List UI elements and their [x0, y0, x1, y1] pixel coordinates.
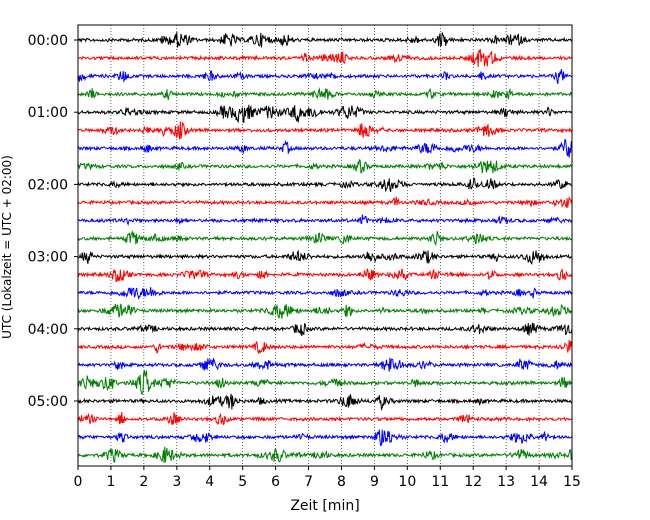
- seismic-trace: [77, 287, 573, 301]
- x-tick-label: 15: [563, 474, 581, 490]
- seismic-trace: [77, 268, 573, 282]
- x-tick-label: 6: [271, 474, 280, 490]
- y-tick-label: 01:00: [28, 105, 68, 121]
- seismic-trace: [77, 370, 573, 396]
- x-tick-label: 1: [106, 474, 115, 490]
- x-tick-label: 13: [497, 474, 515, 490]
- x-tick-label: 14: [530, 474, 548, 490]
- x-tick-label: 0: [74, 474, 83, 490]
- seismic-trace: [77, 87, 573, 100]
- seismic-trace: [77, 322, 573, 337]
- y-tick-label: 02:00: [28, 177, 68, 193]
- seismic-trace: [77, 214, 573, 227]
- x-tick-label: 8: [337, 474, 346, 490]
- x-tick-label: 3: [172, 474, 181, 490]
- x-tick-label: 12: [464, 474, 482, 490]
- x-tick-label: 10: [398, 474, 416, 490]
- seismic-trace: [77, 339, 573, 355]
- seismic-trace: [77, 177, 573, 193]
- seismic-trace: [77, 303, 573, 319]
- seismic-trace: [77, 121, 573, 140]
- seismic-trace: [77, 230, 573, 246]
- x-axis-ticks: 0 1 2 3 4 5 6 7 8 9 10 11 12 13 14 15: [74, 466, 581, 490]
- seismic-trace: [77, 412, 573, 426]
- x-tick-label: 4: [205, 474, 214, 490]
- x-tick-label: 11: [431, 474, 449, 490]
- seismic-traces: [77, 32, 573, 463]
- seismic-trace: [77, 249, 573, 265]
- y-axis-ticks: 00:00 01:00 02:00 03:00 04:00 05:00: [28, 33, 78, 410]
- x-axis-label: Zeit [min]: [290, 498, 359, 514]
- x-tick-label: 2: [139, 474, 148, 490]
- seismic-trace: [77, 48, 573, 67]
- seismic-trace: [77, 159, 573, 174]
- seismic-trace: [77, 104, 573, 124]
- y-axis-label: UTC (Lokalzeit = UTC + 02:00): [0, 155, 14, 339]
- seismic-trace: [77, 357, 573, 372]
- seismic-trace: [77, 195, 573, 209]
- x-tick-label: 7: [304, 474, 313, 490]
- y-tick-label: 04:00: [28, 322, 68, 338]
- y-tick-label: 00:00: [28, 33, 68, 49]
- x-tick-label: 5: [238, 474, 247, 490]
- seismic-trace: [77, 429, 573, 447]
- seismic-trace: [77, 446, 573, 463]
- seismic-trace: [77, 393, 573, 412]
- seismic-trace: [77, 69, 573, 84]
- y-tick-label: 05:00: [28, 394, 68, 410]
- plot-frame: [77, 24, 573, 467]
- seismic-trace: [77, 138, 573, 158]
- y-tick-label: 03:00: [28, 250, 68, 266]
- x-tick-label: 9: [370, 474, 379, 490]
- seismic-trace: [77, 32, 573, 48]
